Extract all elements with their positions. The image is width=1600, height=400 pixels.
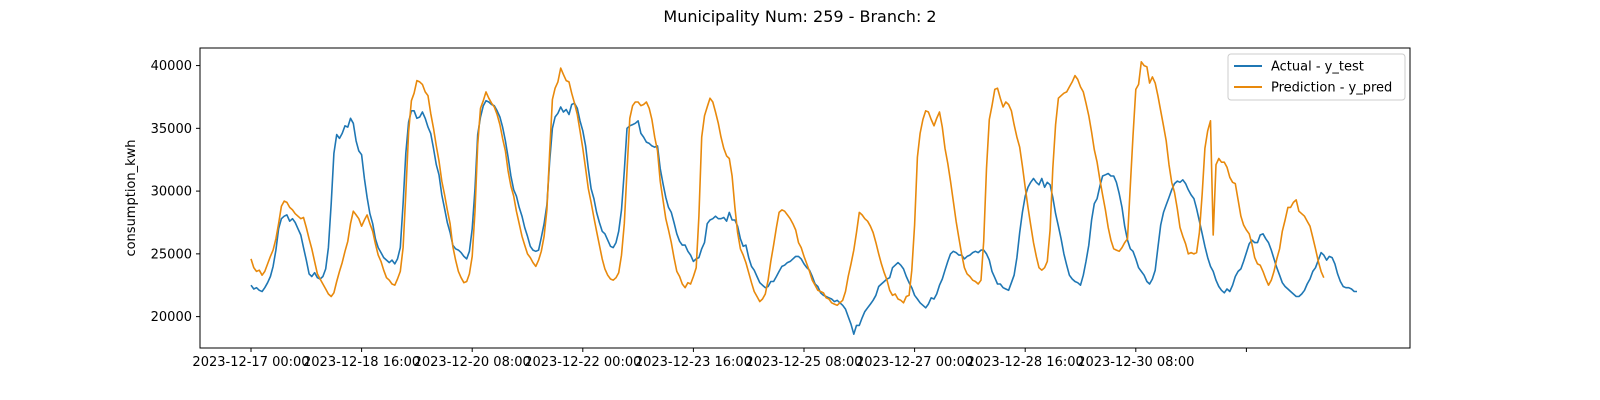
legend-box [1227, 53, 1406, 101]
legend-label: Actual - y_test [1271, 60, 1364, 75]
legend: Actual - y_test Prediction - y_pred [1227, 53, 1406, 101]
y-axis: 20000 25000 30000 35000 40000 [151, 59, 200, 325]
x-tick-label: 2023-12-18 16:00 [303, 355, 420, 370]
x-tick-label: 2023-12-23 16:00 [635, 355, 752, 370]
y-tick-label: 35000 [151, 122, 192, 137]
x-tick-label: 2023-12-17 00:00 [192, 355, 309, 370]
legend-label: Prediction - y_pred [1271, 81, 1392, 96]
series-line-actual [250, 99, 1357, 336]
x-tick-label: 2023-12-25 08:00 [745, 355, 862, 370]
y-axis-label: consumption_kwh [124, 139, 139, 256]
x-tick-label: 2023-12-28 16:00 [967, 355, 1084, 370]
y-tick-label: 25000 [151, 247, 192, 262]
series-line-prediction [250, 60, 1325, 307]
y-tick-label: 30000 [151, 185, 192, 200]
chart-title: Municipality Num: 259 - Branch: 2 [663, 7, 936, 26]
y-tick-label: 40000 [151, 59, 192, 74]
x-tick-label: 2023-12-20 08:00 [414, 355, 531, 370]
x-tick-label: 2023-12-27 00:00 [856, 355, 973, 370]
y-tick-label: 20000 [151, 310, 192, 325]
plot-frame [199, 47, 1411, 349]
series-layer [250, 60, 1357, 336]
x-tick-label: 2023-12-30 08:00 [1077, 355, 1194, 370]
x-tick-label: 2023-12-22 00:00 [524, 355, 641, 370]
